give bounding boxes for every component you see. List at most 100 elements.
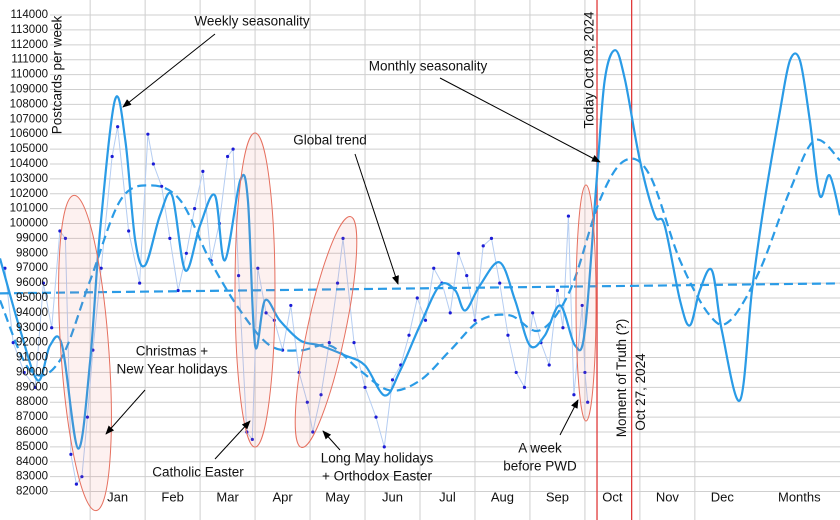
y-tick-label: 100000 bbox=[10, 218, 48, 230]
highlight bbox=[234, 132, 276, 448]
axis-labels: 82000 83000 84000 85000 86000 87000 88000 89000… bbox=[10, 9, 822, 504]
observed-point bbox=[236, 274, 241, 278]
y-tick-label: 86000 bbox=[16, 426, 48, 438]
observed-point bbox=[160, 184, 164, 188]
observed-point bbox=[256, 266, 260, 270]
annotation: Weekly seasonality bbox=[194, 14, 310, 29]
observed-point bbox=[481, 244, 485, 248]
x-tick-label: Jun bbox=[382, 489, 403, 504]
y-tick-label: 94000 bbox=[16, 307, 48, 319]
y-tick-label: 101000 bbox=[10, 203, 48, 215]
observed-point bbox=[572, 393, 576, 397]
arrow bbox=[122, 33, 216, 108]
y-tick-label: 102000 bbox=[10, 188, 48, 200]
observed-point bbox=[176, 288, 180, 293]
observed-point bbox=[250, 437, 254, 442]
observed-point bbox=[456, 251, 461, 255]
observed-point bbox=[586, 400, 590, 404]
y-tick-label: 87000 bbox=[16, 411, 48, 423]
observed-point bbox=[423, 318, 428, 322]
observed-point bbox=[335, 281, 340, 285]
observed-point bbox=[33, 385, 37, 389]
series-line bbox=[0, 138, 840, 392]
y-tick-label: 112000 bbox=[10, 39, 48, 51]
observed-point bbox=[116, 125, 120, 129]
arrow bbox=[354, 153, 399, 285]
y-tick-label: 98000 bbox=[16, 247, 48, 259]
observed-point bbox=[99, 266, 103, 270]
y-tick-label: 88000 bbox=[16, 396, 48, 408]
observed-point bbox=[319, 393, 323, 397]
x-tick-label: Dec bbox=[711, 489, 735, 504]
observed-point bbox=[311, 430, 315, 434]
observed-point bbox=[3, 266, 7, 270]
y-tick-label: 113000 bbox=[10, 24, 48, 36]
observed-point bbox=[432, 266, 436, 270]
marker-label: Today Oct 08, 2024 bbox=[582, 11, 597, 129]
observed-point bbox=[264, 311, 268, 315]
y-tick-label: 109000 bbox=[10, 84, 48, 96]
arrow bbox=[322, 430, 341, 451]
observed-point bbox=[341, 236, 345, 241]
y-tick-label: 96000 bbox=[16, 277, 48, 289]
observed-point bbox=[22, 370, 26, 375]
x-tick-label: Jul bbox=[439, 489, 456, 504]
observed-point bbox=[583, 370, 587, 375]
observed-point bbox=[327, 341, 331, 345]
y-tick-label: 93000 bbox=[16, 322, 48, 334]
observed-point bbox=[201, 169, 205, 173]
holiday-highlights bbox=[58, 132, 597, 512]
x-tick-label: Nov bbox=[656, 489, 680, 504]
annotation: Long May holidays bbox=[321, 451, 434, 466]
observed-point bbox=[555, 288, 560, 293]
arrow bbox=[105, 389, 146, 435]
observed-point bbox=[531, 311, 535, 315]
y-tick-label: 108000 bbox=[10, 98, 48, 110]
observed-point bbox=[561, 326, 565, 330]
y-tick-label: 91000 bbox=[16, 352, 48, 364]
y-tick-label: 107000 bbox=[10, 113, 48, 125]
observed-point bbox=[514, 370, 518, 375]
y-tick-label: 110000 bbox=[10, 69, 48, 81]
y-tick-label: 90000 bbox=[16, 366, 48, 378]
annotation: + Orthodox Easter bbox=[322, 469, 432, 484]
y-tick-label: 97000 bbox=[16, 262, 48, 274]
observed-point bbox=[138, 281, 142, 285]
y-axis-label: Postcards per week bbox=[50, 15, 65, 134]
observed-point bbox=[289, 303, 293, 308]
highlight bbox=[294, 216, 358, 448]
observed-point bbox=[522, 385, 527, 389]
observed-point bbox=[566, 214, 571, 218]
y-tick-label: 111000 bbox=[11, 54, 48, 66]
observed-point bbox=[305, 400, 309, 404]
annotation: Catholic Easter bbox=[152, 465, 244, 480]
series-line bbox=[0, 282, 840, 295]
x-tick-label: Mar bbox=[216, 489, 239, 504]
x-tick-label: Feb bbox=[161, 489, 183, 504]
observed-point bbox=[580, 303, 584, 308]
observed-point bbox=[390, 378, 395, 382]
y-tick-label: 95000 bbox=[16, 292, 48, 304]
highlight bbox=[58, 194, 112, 512]
observed-point bbox=[85, 415, 90, 419]
observed-point bbox=[50, 326, 54, 330]
x-tick-label: Apr bbox=[272, 489, 293, 504]
y-tick-label: 103000 bbox=[10, 173, 48, 185]
observed-point bbox=[352, 341, 356, 345]
x-tick-label: Sep bbox=[546, 489, 569, 504]
observed-point bbox=[151, 162, 155, 166]
arrow bbox=[214, 420, 251, 460]
observed-point bbox=[74, 482, 79, 486]
observed-point bbox=[473, 318, 477, 322]
y-tick-label: 92000 bbox=[16, 337, 48, 349]
y-tick-label: 106000 bbox=[10, 128, 48, 140]
annotation: Christmas + bbox=[136, 344, 209, 359]
y-tick-label: 105000 bbox=[10, 143, 48, 155]
observed-point bbox=[58, 229, 62, 233]
highlight bbox=[575, 184, 597, 422]
observed-point bbox=[231, 147, 235, 151]
annotation: Monthly seasonality bbox=[369, 59, 488, 74]
annotation: before PWD bbox=[503, 459, 577, 474]
